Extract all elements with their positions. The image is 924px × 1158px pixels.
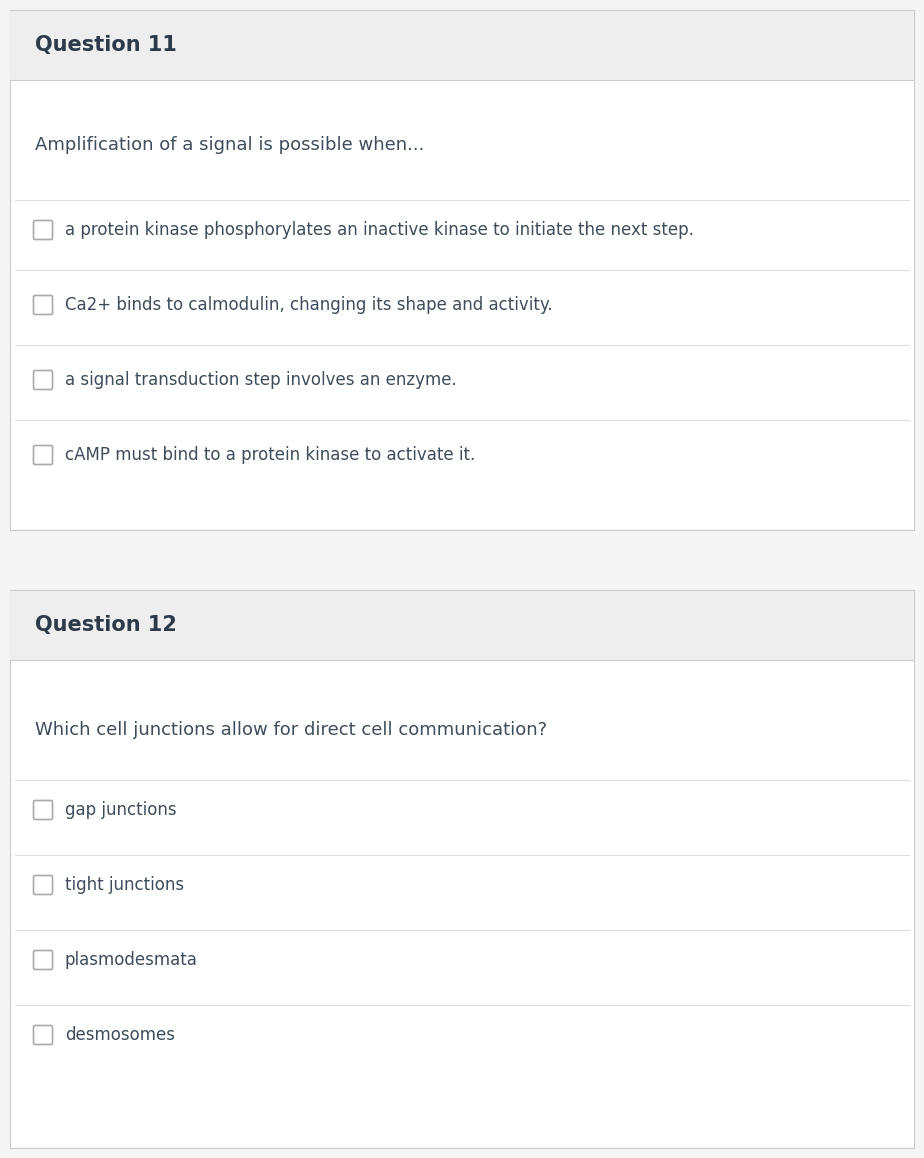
- Text: cAMP must bind to a protein kinase to activate it.: cAMP must bind to a protein kinase to ac…: [65, 446, 475, 464]
- Text: Which cell junctions allow for direct cell communication?: Which cell junctions allow for direct ce…: [35, 721, 547, 739]
- FancyBboxPatch shape: [33, 371, 53, 389]
- Bar: [10, 10, 914, 80]
- Bar: [10, 589, 914, 1148]
- FancyBboxPatch shape: [33, 1026, 53, 1045]
- Bar: [10, 10, 914, 530]
- FancyBboxPatch shape: [33, 800, 53, 820]
- Text: a signal transduction step involves an enzyme.: a signal transduction step involves an e…: [65, 371, 456, 389]
- Text: Question 12: Question 12: [35, 615, 176, 635]
- FancyBboxPatch shape: [33, 951, 53, 969]
- Text: a protein kinase phosphorylates an inactive kinase to initiate the next step.: a protein kinase phosphorylates an inact…: [65, 221, 694, 239]
- Text: Question 11: Question 11: [35, 35, 176, 54]
- Text: Ca2+ binds to calmodulin, changing its shape and activity.: Ca2+ binds to calmodulin, changing its s…: [65, 296, 553, 314]
- Text: plasmodesmata: plasmodesmata: [65, 951, 198, 969]
- Text: gap junctions: gap junctions: [65, 801, 176, 819]
- FancyBboxPatch shape: [33, 220, 53, 240]
- FancyBboxPatch shape: [33, 875, 53, 894]
- Text: tight junctions: tight junctions: [65, 875, 184, 894]
- FancyBboxPatch shape: [33, 446, 53, 464]
- Text: desmosomes: desmosomes: [65, 1026, 175, 1045]
- Bar: [10, 589, 914, 660]
- Text: Amplification of a signal is possible when...: Amplification of a signal is possible wh…: [35, 135, 424, 154]
- FancyBboxPatch shape: [33, 295, 53, 315]
